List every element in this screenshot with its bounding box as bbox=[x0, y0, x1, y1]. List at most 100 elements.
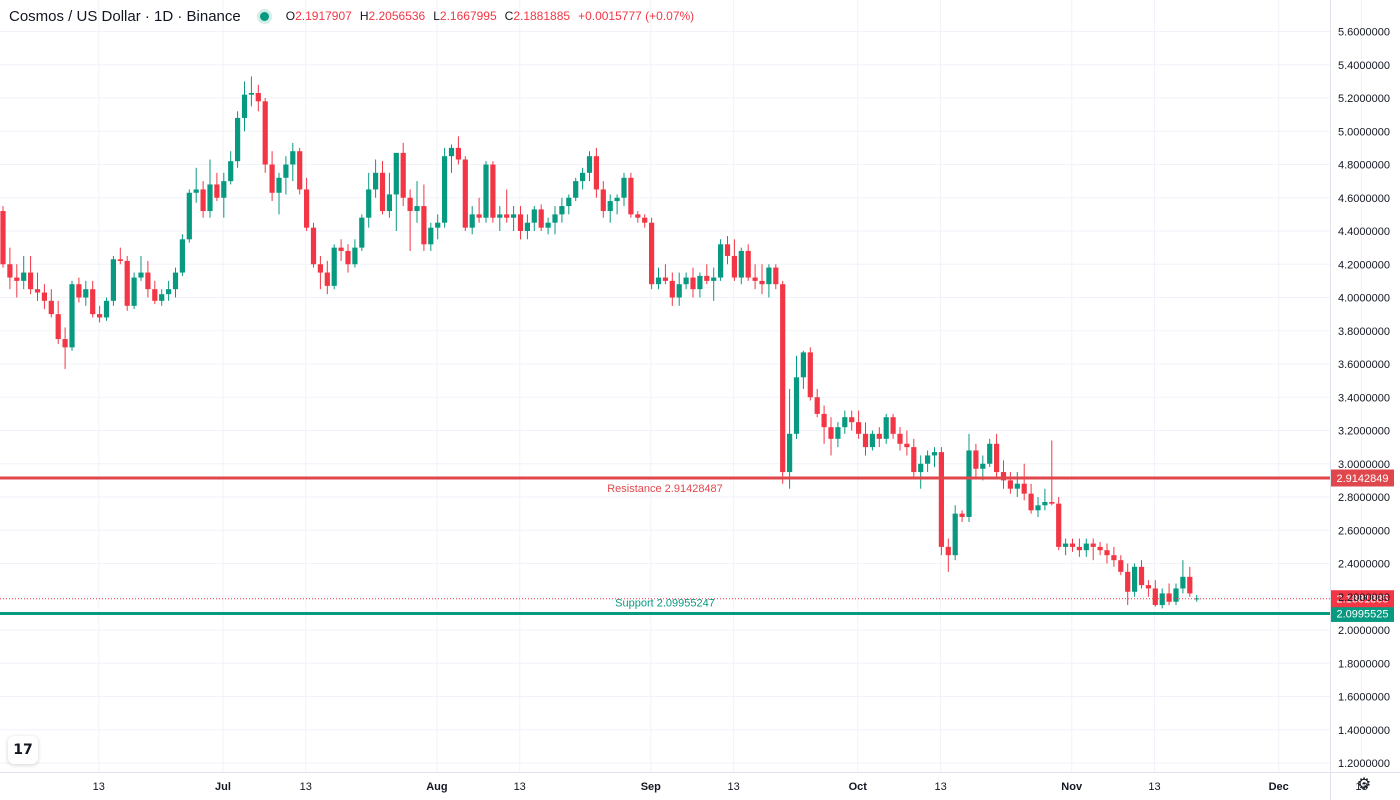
candle bbox=[842, 410, 848, 434]
candle-body bbox=[138, 272, 144, 278]
candle bbox=[911, 438, 917, 478]
candle-body bbox=[338, 247, 344, 251]
candle bbox=[310, 222, 317, 268]
x-tick-label: Jul bbox=[215, 781, 231, 793]
candle-body bbox=[55, 314, 61, 340]
candle bbox=[428, 222, 434, 251]
y-tick-label: 2.2000000 bbox=[1338, 592, 1390, 604]
gear-icon[interactable]: ⚙ bbox=[1356, 776, 1372, 793]
candle bbox=[304, 177, 310, 231]
candle bbox=[745, 244, 751, 281]
candle bbox=[718, 239, 724, 281]
candle bbox=[655, 267, 662, 290]
horizontal-levels: Resistance 2.91428487 2.9142849 Support 2.… bbox=[0, 469, 1394, 622]
y-tick-label: 1.4000000 bbox=[1338, 725, 1390, 737]
candle bbox=[345, 244, 351, 273]
candle-body bbox=[1166, 593, 1172, 602]
candle-body bbox=[1000, 472, 1007, 481]
candles bbox=[0, 76, 1200, 609]
candle-body bbox=[497, 214, 503, 218]
y-tick-label: 4.8000000 bbox=[1338, 160, 1390, 172]
candle bbox=[110, 255, 116, 306]
candle bbox=[959, 510, 965, 522]
candle bbox=[317, 255, 323, 290]
candle bbox=[1166, 583, 1172, 606]
x-tick-label: 13 bbox=[93, 781, 105, 793]
candle bbox=[193, 167, 199, 203]
candle-body bbox=[842, 417, 848, 428]
candle-body bbox=[1090, 543, 1096, 547]
candle-body bbox=[959, 513, 965, 517]
candle-body bbox=[1125, 571, 1131, 592]
support-price-tag bbox=[1331, 604, 1394, 622]
candle-body bbox=[373, 172, 379, 190]
tradingview-logo-icon[interactable]: 17 bbox=[8, 736, 38, 764]
y-tick-label: 2.0000000 bbox=[1338, 625, 1390, 637]
candle bbox=[856, 410, 862, 439]
candle-body bbox=[987, 443, 993, 464]
resistance-price-label: 2.9142849 bbox=[1337, 473, 1389, 485]
candle bbox=[752, 264, 758, 290]
candle bbox=[448, 144, 455, 173]
candle-body bbox=[207, 184, 213, 212]
candle-body bbox=[103, 300, 110, 318]
candle bbox=[1014, 472, 1020, 497]
candle-body bbox=[1007, 480, 1013, 489]
candle-body bbox=[262, 101, 268, 165]
candle bbox=[117, 247, 123, 265]
candle-body bbox=[973, 450, 979, 469]
candle-body bbox=[566, 197, 572, 207]
candle bbox=[662, 264, 668, 285]
open-value: 2.1917907 bbox=[295, 9, 352, 23]
candle bbox=[83, 280, 89, 306]
candle-body bbox=[379, 172, 386, 212]
candle-body bbox=[676, 284, 682, 298]
candle-body bbox=[97, 314, 103, 318]
candle-body bbox=[283, 164, 289, 178]
candle bbox=[580, 167, 586, 190]
y-tick-label: 1.8000000 bbox=[1338, 658, 1390, 670]
candle bbox=[379, 161, 386, 215]
x-tick-label: Sep bbox=[641, 781, 661, 793]
candle-body bbox=[1042, 501, 1048, 506]
candle bbox=[14, 264, 20, 298]
symbol-title[interactable]: Cosmos / US Dollar · 1D · Binance bbox=[9, 7, 241, 25]
candle-body bbox=[0, 211, 6, 265]
candle-body bbox=[531, 209, 537, 223]
x-tick-label: 13 bbox=[1355, 781, 1367, 793]
candle-body bbox=[1076, 546, 1082, 551]
candle bbox=[386, 172, 392, 218]
candle-body bbox=[331, 247, 337, 286]
y-tick-label: 4.6000000 bbox=[1338, 193, 1390, 205]
candle bbox=[524, 214, 530, 240]
candle-body bbox=[697, 275, 703, 290]
candle bbox=[476, 197, 482, 223]
candle-body bbox=[952, 513, 958, 556]
candle bbox=[676, 272, 682, 306]
candle bbox=[483, 161, 489, 223]
candle bbox=[690, 267, 696, 298]
candle bbox=[724, 235, 731, 265]
candle bbox=[290, 142, 296, 182]
candle bbox=[414, 181, 420, 223]
grid-lines bbox=[0, 0, 1362, 772]
candle-body bbox=[538, 209, 544, 228]
open-label: O bbox=[285, 9, 296, 23]
y-tick-label: 4.0000000 bbox=[1338, 293, 1390, 305]
candle bbox=[552, 206, 558, 235]
candle-body bbox=[290, 151, 296, 165]
candle-body bbox=[662, 277, 668, 281]
candle bbox=[586, 151, 593, 182]
candle-body bbox=[352, 247, 358, 265]
candle-body bbox=[1194, 598, 1200, 600]
candle-body bbox=[145, 272, 151, 290]
candle bbox=[1021, 463, 1027, 501]
candle-body bbox=[428, 227, 434, 245]
candle-body bbox=[490, 164, 496, 218]
candle bbox=[807, 347, 813, 401]
candle-body bbox=[918, 463, 924, 473]
candle bbox=[704, 264, 710, 285]
low-value: 2.1667995 bbox=[439, 9, 497, 23]
candle bbox=[41, 284, 47, 310]
